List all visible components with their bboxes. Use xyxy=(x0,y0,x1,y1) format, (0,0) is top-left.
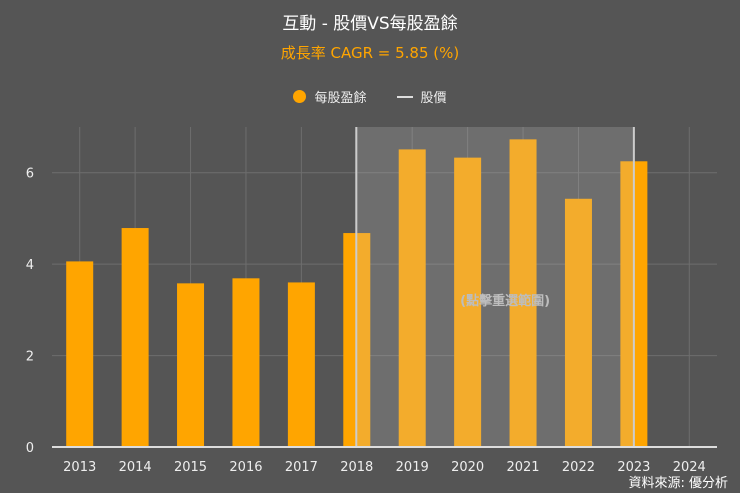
x-tick-label: 2020 xyxy=(451,460,484,475)
y-tick-label: 6 xyxy=(26,167,34,182)
legend-label-price: 股價 xyxy=(420,91,447,106)
x-tick-label: 2017 xyxy=(285,460,318,475)
legend-dot-icon xyxy=(293,90,307,103)
bar-2022 xyxy=(564,198,592,447)
bar-2016 xyxy=(232,278,260,447)
chart-subtitle: 成長率 CAGR = 5.85 (%) xyxy=(280,44,460,62)
bar-2017 xyxy=(287,282,315,447)
y-tick-label: 4 xyxy=(26,258,34,273)
y-tick-label: 0 xyxy=(26,441,34,456)
x-tick-label: 2013 xyxy=(63,460,96,475)
x-tick-label: 2016 xyxy=(229,460,262,475)
bar-2015 xyxy=(177,283,205,447)
y-tick-label: 2 xyxy=(26,350,34,365)
legend-line-icon xyxy=(396,95,413,98)
chart-title: 互動 - 股價VS每股盈餘 xyxy=(282,14,458,34)
selection-range[interactable] xyxy=(356,127,634,447)
x-tick-label: 2015 xyxy=(174,460,207,475)
x-tick-label: 2014 xyxy=(119,460,152,475)
x-tick-label: 2022 xyxy=(562,460,595,475)
legend-item-price[interactable]: 股價 xyxy=(396,87,447,106)
legend: 每股盈餘 股價 xyxy=(0,87,740,106)
legend-item-eps[interactable]: 每股盈餘 xyxy=(293,87,367,106)
legend-label-eps: 每股盈餘 xyxy=(314,91,367,106)
x-tick-label: 2023 xyxy=(617,460,650,475)
x-tick-label: 2024 xyxy=(673,460,706,475)
bar-2021 xyxy=(509,139,537,448)
bar-2013 xyxy=(66,261,94,447)
x-tick-label: 2021 xyxy=(506,460,539,475)
bar-2020 xyxy=(454,157,482,447)
bar-2014 xyxy=(121,228,149,447)
x-tick-label: 2018 xyxy=(340,460,373,475)
source-credit: 資料來源: 優分析 xyxy=(628,476,728,491)
x-tick-label: 2019 xyxy=(396,460,429,475)
selection-hint: (點擊重選範圍) xyxy=(460,293,550,309)
bar-2019 xyxy=(398,149,426,447)
